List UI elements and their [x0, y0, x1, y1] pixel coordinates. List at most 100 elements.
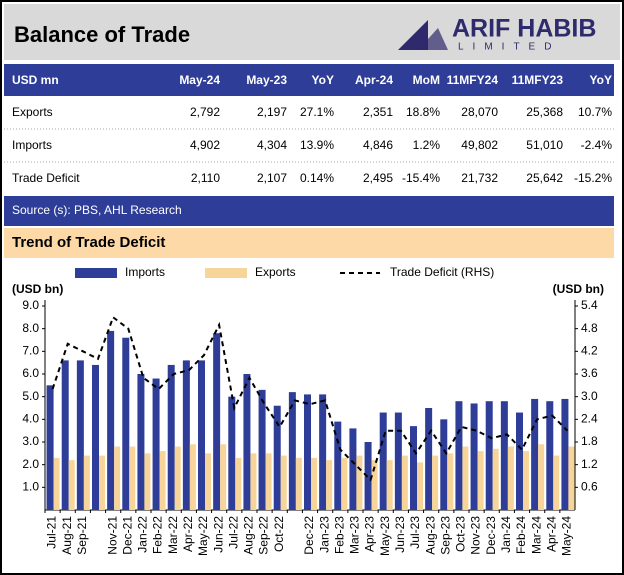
source: Source (s): PBS, AHL Research — [12, 203, 182, 217]
x-tick-label: Jul-21 — [45, 516, 59, 549]
bar — [319, 394, 327, 510]
y2-tick-label: 5.4 — [581, 298, 598, 312]
x-tick-label: Oct-22 — [272, 516, 286, 552]
table-header-cell: YoY — [312, 73, 334, 87]
y-tick-label: 8.0 — [22, 321, 39, 335]
table-cell: 2,110 — [191, 171, 220, 185]
y2-tick-label: 0.6 — [581, 480, 598, 494]
bar — [311, 457, 317, 510]
table-header-bar — [4, 64, 614, 96]
table-cell: 21,732 — [461, 171, 498, 185]
bar — [485, 401, 493, 510]
bar — [243, 374, 251, 510]
bar — [99, 455, 105, 510]
x-tick-label: Sep-21 — [75, 516, 89, 555]
logo-shape — [398, 20, 428, 50]
legend-label: Trade Deficit (RHS) — [390, 265, 494, 279]
bar — [182, 360, 190, 510]
x-tick-label: Oct-23 — [454, 516, 468, 552]
x-tick-label: Jan-22 — [136, 516, 150, 553]
bar — [507, 446, 514, 510]
table-cell: -2.4% — [581, 138, 613, 152]
y2-tick-label: 4.8 — [581, 321, 598, 335]
bar — [144, 453, 151, 510]
bar — [68, 460, 75, 510]
table-cell: 1.2% — [413, 138, 441, 152]
table-cell: 2,107 — [257, 171, 287, 185]
logo-sub: LIMITED — [458, 42, 560, 53]
legend-label: Imports — [125, 265, 165, 279]
bar — [379, 412, 387, 510]
bar — [273, 405, 281, 510]
section-bar — [4, 228, 614, 258]
table-header-cell: YoY — [590, 73, 612, 87]
legend-swatch — [205, 268, 247, 278]
bar — [425, 408, 433, 510]
table-cell: 2,351 — [363, 105, 393, 119]
table-cell: 4,304 — [257, 138, 287, 152]
bar — [114, 446, 121, 510]
bar — [152, 378, 160, 510]
bar — [334, 421, 342, 510]
bar — [523, 451, 529, 510]
x-tick-label: Feb-23 — [332, 516, 346, 554]
bar — [53, 457, 60, 510]
bar — [341, 457, 348, 510]
table-cell: Trade Deficit — [12, 171, 80, 185]
table-cell: 25,368 — [526, 105, 563, 119]
x-tick-label: Apr-24 — [544, 516, 558, 552]
x-tick-label: Mar-24 — [529, 516, 543, 554]
bar — [159, 451, 166, 510]
x-tick-label: Aug-22 — [242, 516, 256, 555]
bar — [205, 453, 211, 510]
x-tick-label: Mar-23 — [348, 516, 362, 554]
bar — [500, 401, 508, 510]
bar — [447, 453, 454, 510]
bar — [462, 446, 469, 510]
y-tick-label: 4.0 — [22, 412, 39, 426]
table-header-cell: Apr-24 — [355, 73, 393, 87]
x-tick-label: Sep-23 — [438, 516, 452, 555]
bar — [235, 457, 242, 510]
bar — [76, 360, 84, 510]
x-tick-label: Sep-22 — [257, 516, 271, 555]
bar — [455, 401, 463, 510]
bar — [129, 446, 136, 510]
bar — [61, 360, 69, 510]
table-cell: 28,070 — [461, 105, 498, 119]
bar — [568, 446, 575, 510]
table-header-cell: May-24 — [179, 73, 220, 87]
bar — [492, 448, 499, 510]
bar — [198, 360, 205, 510]
table-cell: -15.4% — [402, 171, 440, 185]
bar — [417, 462, 423, 510]
x-tick-label: Aug-23 — [423, 516, 437, 555]
bar — [553, 455, 560, 510]
bar — [386, 460, 393, 510]
table-cell: 18.8% — [406, 105, 440, 119]
deficit-line — [51, 315, 569, 482]
table-cell: 25,642 — [526, 171, 563, 185]
bar — [349, 428, 357, 510]
bar — [107, 330, 115, 510]
y2-tick-label: 1.8 — [581, 434, 598, 448]
bar — [477, 451, 484, 510]
bar — [538, 444, 545, 510]
x-tick-label: Dec-21 — [120, 516, 134, 555]
bar — [295, 457, 302, 510]
bar — [394, 412, 402, 510]
x-tick-label: Feb-22 — [151, 516, 165, 554]
bar — [228, 396, 236, 510]
y-tick-label: 5.0 — [22, 389, 39, 403]
bar — [432, 455, 439, 510]
table-cell: 51,010 — [526, 138, 563, 152]
bar — [250, 453, 257, 510]
bar — [167, 364, 175, 510]
bar — [280, 455, 287, 510]
bar — [410, 426, 417, 510]
legend-label: Exports — [255, 265, 296, 279]
x-tick-label: Jan-24 — [499, 516, 513, 553]
bar — [213, 333, 221, 510]
bar — [561, 398, 569, 510]
bar — [92, 364, 99, 510]
